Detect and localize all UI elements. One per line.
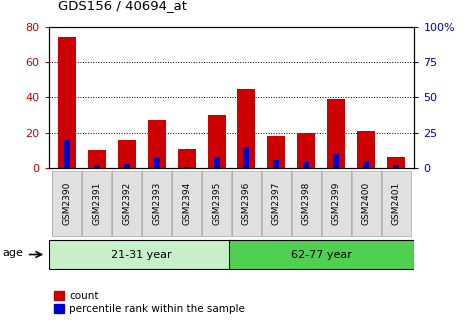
Text: 21-31 year: 21-31 year	[111, 250, 172, 259]
Bar	[124, 164, 130, 168]
Bar	[274, 160, 280, 168]
Bar	[268, 136, 286, 168]
Bar	[118, 140, 136, 168]
FancyBboxPatch shape	[382, 171, 411, 236]
Text: GSM2399: GSM2399	[332, 181, 341, 225]
Bar	[183, 167, 189, 168]
Bar	[303, 162, 309, 168]
Bar	[94, 165, 100, 168]
Bar	[63, 140, 69, 168]
Text: 62-77 year: 62-77 year	[291, 250, 352, 259]
Text: GSM2392: GSM2392	[122, 182, 131, 225]
FancyBboxPatch shape	[229, 240, 414, 269]
Text: age: age	[2, 248, 23, 258]
Bar	[154, 158, 160, 168]
Bar	[238, 89, 256, 168]
Text: GSM2390: GSM2390	[62, 181, 71, 225]
Legend: count, percentile rank within the sample: count, percentile rank within the sample	[54, 291, 245, 314]
Text: GSM2400: GSM2400	[362, 182, 371, 225]
Bar	[394, 165, 400, 168]
Text: GSM2395: GSM2395	[212, 181, 221, 225]
Bar	[327, 99, 345, 168]
Bar	[297, 133, 315, 168]
Text: GSM2394: GSM2394	[182, 182, 191, 225]
Text: GSM2391: GSM2391	[92, 181, 101, 225]
Text: GSM2398: GSM2398	[302, 181, 311, 225]
Bar	[88, 151, 106, 168]
Text: GSM2401: GSM2401	[392, 182, 401, 225]
Bar	[244, 147, 250, 168]
Bar	[148, 120, 166, 168]
FancyBboxPatch shape	[172, 171, 201, 236]
Bar	[213, 157, 219, 168]
Text: GSM2393: GSM2393	[152, 181, 161, 225]
Bar	[363, 161, 369, 168]
FancyBboxPatch shape	[202, 171, 231, 236]
Bar	[357, 131, 375, 168]
FancyBboxPatch shape	[262, 171, 291, 236]
FancyBboxPatch shape	[142, 171, 171, 236]
FancyBboxPatch shape	[52, 171, 81, 236]
FancyBboxPatch shape	[292, 171, 321, 236]
Text: GDS156 / 40694_at: GDS156 / 40694_at	[58, 0, 187, 12]
FancyBboxPatch shape	[232, 171, 261, 236]
FancyBboxPatch shape	[49, 240, 234, 269]
FancyBboxPatch shape	[322, 171, 351, 236]
Text: GSM2397: GSM2397	[272, 181, 281, 225]
Bar	[177, 149, 195, 168]
Bar	[333, 154, 339, 168]
FancyBboxPatch shape	[352, 171, 381, 236]
Bar	[207, 115, 225, 168]
Bar	[57, 37, 75, 168]
Bar	[388, 157, 406, 168]
FancyBboxPatch shape	[82, 171, 111, 236]
Text: GSM2396: GSM2396	[242, 181, 251, 225]
FancyBboxPatch shape	[112, 171, 141, 236]
